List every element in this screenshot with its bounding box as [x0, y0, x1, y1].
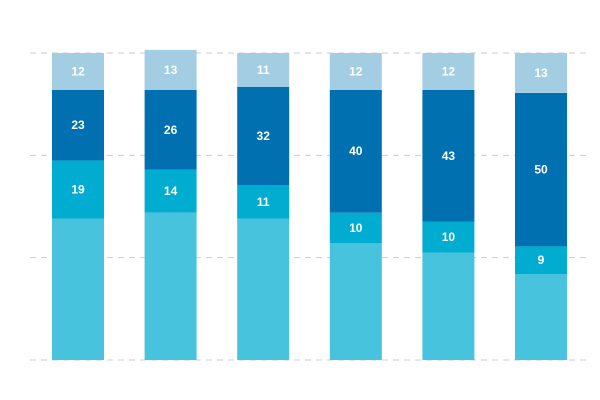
grid-lines: [30, 52, 590, 361]
bar-segment: [144, 49, 197, 90]
bar-segment: [237, 86, 290, 186]
bar-segment: [52, 53, 104, 90]
bar-segment: [422, 221, 475, 253]
bar-segment: [515, 53, 567, 93]
data-label: 12: [349, 64, 363, 78]
data-label: 32: [257, 129, 271, 143]
data-label: 26: [164, 123, 178, 137]
data-label: 13: [164, 63, 178, 77]
data-label: 13: [534, 66, 548, 80]
bar-segment: [237, 218, 290, 360]
data-label: 11: [257, 63, 270, 77]
bar-segment: [515, 92, 567, 247]
bar-segment: [422, 252, 475, 360]
bar-segment: [422, 53, 475, 90]
data-label: 10: [442, 230, 456, 244]
bar-segment: [515, 246, 567, 275]
data-label: 12: [442, 64, 456, 78]
bar-segment: [329, 212, 382, 244]
data-label: 43: [442, 149, 456, 163]
bar-segment: [144, 169, 197, 213]
bar-segment: [52, 160, 104, 219]
bar-segment: [52, 218, 104, 360]
data-label: 10: [349, 221, 363, 235]
bar-segment: [144, 89, 197, 170]
bar-segment: [52, 89, 104, 161]
bar-segment: [237, 185, 290, 219]
bar-segment: [144, 212, 197, 360]
bar-segment: [422, 89, 475, 222]
data-label: 11: [257, 195, 270, 209]
data-label: 14: [164, 184, 178, 198]
bar-segment: [329, 89, 382, 213]
bar-segment: [329, 243, 382, 360]
data-label: 19: [71, 183, 85, 197]
data-label: 12: [71, 64, 85, 78]
data-label: 50: [534, 163, 548, 177]
bar-segment: [515, 274, 567, 360]
data-label: 23: [71, 118, 85, 132]
bar-segment: [237, 53, 290, 87]
data-label: 40: [349, 144, 363, 158]
bars: [52, 49, 567, 360]
data-labels: 19 23 12 14 26 13 11 32 11 10 40 12 10 43 12 9 50 13: [71, 63, 548, 267]
bar-segment: [329, 53, 382, 90]
data-label: 9: [538, 253, 545, 267]
